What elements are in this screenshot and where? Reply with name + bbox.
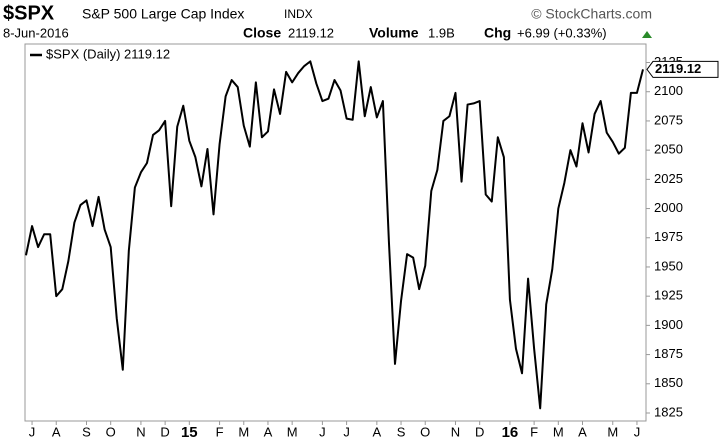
y-tick-label: 1925 — [654, 288, 683, 303]
x-tick-label: O — [420, 424, 430, 439]
price-line — [25, 60, 644, 410]
x-tick-label: 15 — [181, 424, 198, 441]
y-tick-label: 1950 — [654, 258, 683, 273]
y-tick-label: 2025 — [654, 171, 683, 186]
stat-value: +6.99 (+0.33%) — [517, 25, 607, 40]
chart-title: S&P 500 Large Cap Index — [82, 6, 244, 22]
last-value-tag — [646, 60, 719, 78]
x-tick-label: J — [319, 424, 326, 439]
y-tick-label: 1975 — [654, 229, 683, 244]
x-tick-label: D — [160, 424, 169, 439]
x-tick-label: S — [82, 424, 91, 439]
date: 8-Jun-2016 — [3, 25, 69, 40]
x-tick-label: M — [238, 424, 249, 439]
x-tick-label: A — [578, 424, 587, 439]
x-tick-label: J — [29, 424, 36, 439]
plot-frame — [24, 43, 647, 422]
y-tick-label: 2100 — [654, 83, 683, 98]
x-tick-label: M — [553, 424, 564, 439]
x-tick-label: A — [264, 424, 273, 439]
up-arrow — [642, 31, 652, 38]
stat-label: Close — [243, 25, 281, 41]
y-tick-label: 1825 — [654, 404, 683, 419]
x-tick-label: F — [216, 424, 224, 439]
x-tick-label: A — [373, 424, 382, 439]
x-tick-label: J — [634, 424, 641, 439]
x-tick-label: M — [287, 424, 298, 439]
stat-label: Volume — [369, 25, 419, 41]
x-tick-label: N — [136, 424, 145, 439]
source: © StockCharts.com — [531, 6, 652, 22]
x-tick-label: N — [451, 424, 460, 439]
stat-value: 1.9B — [428, 25, 455, 40]
y-tick-label: 1850 — [654, 375, 683, 390]
symbol: $SPX — [3, 2, 55, 24]
y-tick-label: 1900 — [654, 317, 683, 332]
y-tick-label: 1875 — [654, 346, 683, 361]
x-tick-label: M — [607, 424, 618, 439]
x-tick-label: J — [343, 424, 350, 439]
x-tick-label: F — [530, 424, 538, 439]
x-tick-label: S — [397, 424, 406, 439]
x-tick-label: A — [52, 424, 61, 439]
stats: Close 2119.12 Volume 1.9B Chg +6.99 (+0.33%) — [243, 25, 607, 41]
stat-label: Chg — [484, 25, 511, 41]
y-tick-label: 2050 — [654, 142, 683, 157]
y-tick-label: 2000 — [654, 200, 683, 215]
stat-value: 2119.12 — [288, 25, 334, 40]
exchange: INDX — [284, 7, 313, 21]
x-tick-label: 16 — [502, 424, 519, 441]
last-value-label: 2119.12 — [655, 61, 701, 76]
legend-label: $SPX (Daily) 2119.12 — [46, 46, 170, 61]
x-tick-label: D — [475, 424, 484, 439]
y-tick-label: 2075 — [654, 112, 683, 127]
x-tick-label: O — [106, 424, 116, 439]
